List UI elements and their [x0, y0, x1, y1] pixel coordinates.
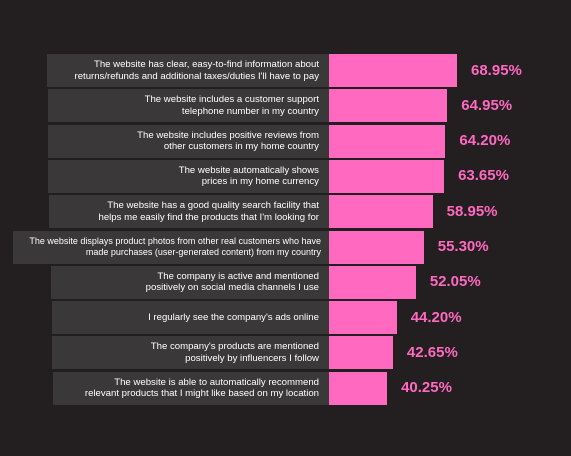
bar — [329, 265, 416, 299]
bar — [329, 159, 445, 193]
category-label: The website has clear, easy-to-find info… — [47, 54, 329, 87]
value-label: 64.95% — [461, 96, 513, 114]
bar — [329, 301, 397, 335]
category-label: The website includes a customer support … — [47, 89, 329, 123]
bar — [329, 124, 446, 158]
value-label: 55.30% — [437, 238, 489, 255]
bar — [329, 89, 448, 123]
category-label: The website is able to automatically rec… — [53, 371, 329, 405]
value-label: 63.65% — [458, 167, 509, 185]
category-label: I regularly see the company's ads online — [52, 301, 329, 335]
value-label: 40.25% — [401, 379, 452, 397]
category-label: The company is active and mentioned posi… — [50, 265, 329, 299]
category-label: The website has a good quality search fa… — [49, 195, 329, 229]
value-label: 68.95% — [471, 61, 522, 79]
bar — [329, 54, 457, 87]
value-label: 64.20% — [459, 132, 511, 150]
category-label: The company's products are mentioned pos… — [52, 336, 329, 370]
category-label: The website displays product photos from… — [13, 230, 329, 264]
bar — [329, 336, 393, 370]
bar — [329, 230, 424, 264]
bar — [329, 371, 388, 405]
bar — [329, 195, 433, 229]
value-label: 42.65% — [406, 343, 458, 361]
value-label: 44.20% — [410, 308, 462, 326]
value-label: 58.95% — [446, 202, 498, 220]
value-label: 52.05% — [429, 273, 481, 291]
category-label: The website includes positive reviews fr… — [47, 124, 329, 158]
category-label: The website automatically shows prices i… — [48, 159, 329, 193]
